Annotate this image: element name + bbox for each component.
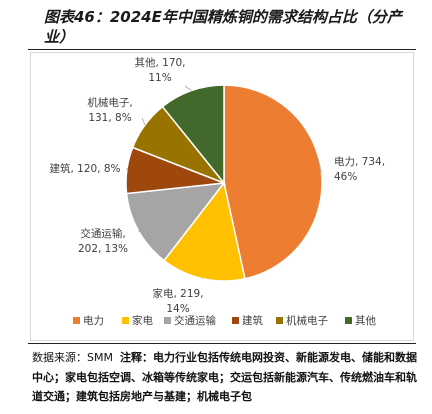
- legend-swatch-2: [164, 317, 171, 324]
- leader-lines: [126, 85, 322, 279]
- legend-label-3: 建筑: [242, 314, 263, 327]
- legend-label-1: 家电: [132, 314, 153, 327]
- leader-line-2: [138, 230, 141, 233]
- source-value: SMM: [87, 351, 113, 364]
- leader-line-4: [141, 117, 146, 126]
- title-divider: [28, 49, 416, 50]
- leader-line-0: [317, 157, 322, 173]
- data-label-1: 家电, 219, 14%: [152, 287, 203, 315]
- leader-line-5: [184, 85, 192, 91]
- source-label: 数据来源：: [32, 351, 87, 364]
- data-label-4: 机械电子, 131, 8%: [87, 96, 132, 124]
- chart-title: 图表46：2024E年中国精炼铜的需求结构占比（分产: [44, 8, 402, 26]
- leader-line-1: [201, 277, 203, 279]
- legend-swatch-4: [276, 317, 283, 324]
- legend-swatch-0: [73, 317, 80, 324]
- data-label-3: 建筑, 120, 8%: [49, 162, 120, 175]
- pie-slices: [125, 84, 323, 282]
- data-labels: 电力, 734, 46% 家电, 219, 14% 交通运输, 202, 13% 建筑, 1…: [49, 56, 385, 315]
- data-label-0: 电力, 734, 46%: [334, 155, 385, 183]
- data-label-5: 其他, 170, 11%: [134, 56, 185, 84]
- legend: 电力 家电 交通运输 建筑 机械电子 其他: [73, 314, 376, 327]
- legend-label-5: 其他: [355, 314, 376, 327]
- legend-swatch-3: [232, 317, 239, 324]
- legend-label-0: 电力: [83, 314, 104, 327]
- legend-label-2: 交通运输: [174, 314, 216, 327]
- data-label-2: 交通运输, 202, 13%: [78, 227, 128, 255]
- legend-swatch-5: [345, 317, 352, 324]
- chart-area: [30, 52, 414, 341]
- legend-swatch-1: [122, 317, 129, 324]
- source-note: 数据来源：SMM 注释：电力行业包括传统电网投资、新能源发电、储能和数据中心；家…: [32, 348, 422, 407]
- footer-divider: [28, 343, 416, 344]
- note-label: 注释：: [119, 351, 153, 364]
- legend-label-4: 机械电子: [286, 314, 328, 327]
- chart-title-continued: 业）: [44, 28, 75, 46]
- pie-slice-2: [125, 182, 226, 262]
- note-text: 电力行业包括传统电网投资、新能源发电、储能和数据中心；家电包括空调、冰箱等传统家…: [32, 351, 417, 403]
- pie-slice-5: [161, 84, 225, 186]
